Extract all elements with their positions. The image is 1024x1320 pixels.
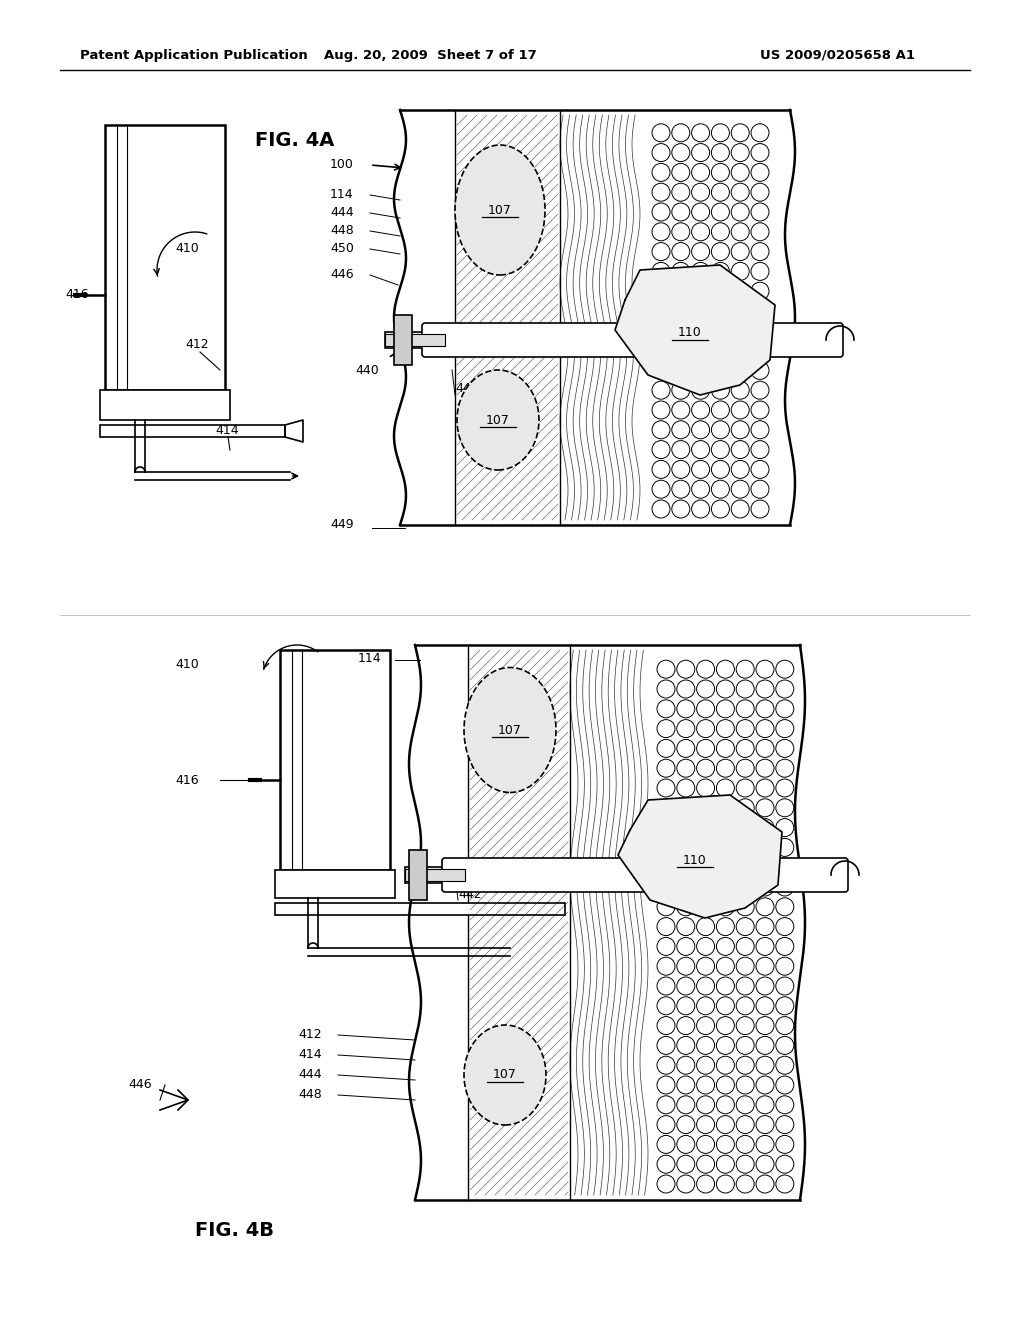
Bar [409,850,427,900]
Bar [406,867,800,883]
Text: 110: 110 [683,854,707,866]
Text: 110: 110 [678,326,701,339]
Ellipse shape [464,668,556,792]
Text: 448: 448 [330,224,353,238]
Text: 410: 410 [175,659,199,672]
Text: 444: 444 [330,206,353,219]
Bar [100,389,230,420]
Text: 442: 442 [455,381,478,395]
Text: 114: 114 [330,189,353,202]
FancyBboxPatch shape [422,323,843,356]
Text: 107: 107 [494,1068,517,1081]
Text: 107: 107 [486,413,510,426]
FancyBboxPatch shape [442,858,848,892]
Text: 414: 414 [215,424,239,437]
Polygon shape [615,265,775,395]
Text: Aug. 20, 2009  Sheet 7 of 17: Aug. 20, 2009 Sheet 7 of 17 [324,49,537,62]
Bar [406,869,465,880]
Bar [385,334,445,346]
Ellipse shape [455,145,545,275]
Text: 440: 440 [355,363,379,376]
Bar [275,870,395,898]
Bar [385,333,790,348]
Ellipse shape [464,1026,546,1125]
Text: 442: 442 [458,888,481,902]
Text: 416: 416 [175,774,199,787]
Text: 410: 410 [175,242,199,255]
Text: 107: 107 [498,723,522,737]
Text: 114: 114 [358,652,382,664]
Text: 414: 414 [298,1048,322,1061]
Text: 448: 448 [298,1089,322,1101]
Polygon shape [618,795,782,917]
Text: 100: 100 [330,158,354,172]
Text: FIG. 4A: FIG. 4A [255,131,335,149]
Text: 446: 446 [128,1078,152,1092]
Text: 444: 444 [298,1068,322,1081]
Text: 450: 450 [330,243,354,256]
Text: 416: 416 [65,289,89,301]
Bar [394,315,412,366]
Ellipse shape [457,370,539,470]
Text: Patent Application Publication: Patent Application Publication [80,49,308,62]
Bar [105,125,225,389]
Bar [280,649,390,870]
Text: 446: 446 [330,268,353,281]
Bar [275,903,565,915]
Bar [100,425,285,437]
Text: 107: 107 [488,203,512,216]
Text: FIG. 4B: FIG. 4B [195,1221,274,1239]
Text: US 2009/0205658 A1: US 2009/0205658 A1 [760,49,915,62]
Text: 412: 412 [298,1028,322,1041]
Text: 412: 412 [185,338,209,351]
Text: 449: 449 [330,519,353,532]
